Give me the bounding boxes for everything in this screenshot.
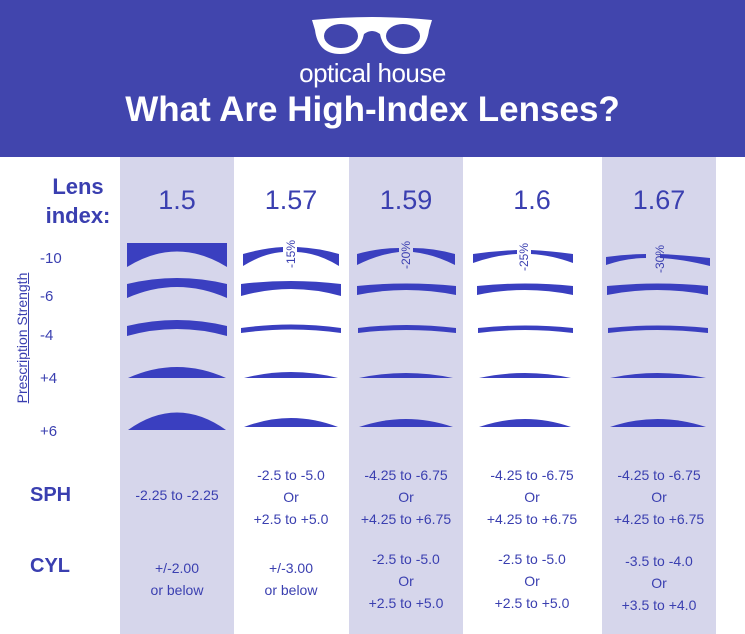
sph-value: -4.25 to -6.75 [364, 467, 448, 483]
cyl-or: Or [651, 575, 667, 591]
lens-plus-icon [359, 419, 453, 427]
lens-minus-icon [357, 248, 455, 265]
lens-minus-icon [127, 320, 227, 336]
lens-minus-icon [241, 281, 341, 296]
lens-minus-icon [478, 325, 573, 333]
lens-minus-icon [477, 283, 573, 295]
cyl-cell: +/-3.00 or below [234, 557, 348, 601]
sph-cell: -4.25 to -6.75 Or +4.25 to +6.75 [349, 464, 463, 530]
lens-minus-icon [358, 325, 456, 333]
cyl-value: +/-2.00 [155, 560, 199, 576]
reduction-label: -20% [399, 241, 413, 270]
cyl-cell: -2.5 to -5.0 Or +2.5 to +5.0 [475, 548, 589, 614]
brand-name: optical house [299, 58, 446, 88]
index-value: 1.57 [264, 185, 318, 215]
sph-or: Or [283, 489, 299, 505]
rx-label: +6 [40, 423, 58, 440]
reduction-label: -15% [284, 240, 298, 269]
lens-minus-icon [127, 243, 227, 267]
sph-or: Or [524, 489, 540, 505]
cyl-value: or below [150, 582, 204, 598]
rx-label: -10 [40, 250, 62, 267]
index-value: 1.67 [632, 185, 686, 215]
cyl-or: Or [524, 573, 540, 589]
sph-cell: -2.5 to -5.0 Or +2.5 to +5.0 [234, 464, 348, 530]
reduction-label: -25% [517, 243, 531, 272]
lens-plus-icon [359, 373, 453, 378]
cyl-value: +/-3.00 [269, 560, 313, 576]
sph-cell: -4.25 to -6.75 Or +4.25 to +6.75 [602, 464, 716, 530]
lens-index-label-line2: index: [45, 203, 111, 228]
lens-plus-icon [610, 373, 706, 378]
lens-plus-icon [128, 412, 226, 430]
lens-plus-icon [128, 367, 226, 378]
column-shade-1 [120, 157, 234, 634]
prescription-axis-label: Prescription Strength [14, 272, 30, 404]
lens-index-label-line1: Lens [52, 174, 104, 199]
lens-minus-icon [357, 283, 456, 295]
lens-plus-icon [610, 419, 706, 427]
cyl-label: CYL [30, 555, 70, 577]
sph-value: -2.25 to -2.25 [135, 487, 219, 503]
lens-plus-icon [479, 373, 571, 378]
sph-label: SPH [30, 484, 72, 506]
sph-value: +4.25 to +6.75 [613, 511, 705, 527]
sph-or: Or [398, 489, 414, 505]
cyl-value: -2.5 to -5.0 [498, 551, 566, 567]
index-value: 1.59 [379, 185, 433, 215]
rx-label: +4 [40, 370, 58, 387]
lens-minus-icon [241, 324, 341, 333]
sph-value: -4.25 to -6.75 [490, 467, 574, 483]
index-value: 1.6 [513, 185, 551, 215]
sph-value: -4.25 to -6.75 [617, 467, 701, 483]
header-banner: optical house What Are High-Index Lenses… [0, 0, 745, 157]
lens-index-label: Lens index: [28, 172, 128, 230]
sph-value: +4.25 to +6.75 [360, 511, 452, 527]
sph-or: Or [651, 489, 667, 505]
cyl-or: Or [398, 573, 414, 589]
cyl-value: +3.5 to +4.0 [621, 597, 697, 613]
column-shade-3 [349, 157, 463, 634]
lens-minus-icon [607, 283, 708, 295]
column-shade-5 [602, 157, 716, 634]
cyl-cell: -3.5 to -4.0 Or +3.5 to +4.0 [602, 550, 716, 616]
cyl-cell: -2.5 to -5.0 Or +2.5 to +5.0 [349, 548, 463, 614]
lens-minus-icon [608, 325, 708, 333]
sph-cell: -2.25 to -2.25 [120, 484, 234, 506]
lens-minus-icon [606, 254, 710, 266]
lens-minus-icon [127, 278, 227, 298]
page-title: What Are High-Index Lenses? [125, 90, 620, 129]
lens-minus-icon [243, 247, 339, 266]
sph-cell: -4.25 to -6.75 Or +4.25 to +6.75 [475, 464, 589, 530]
index-value: 1.5 [158, 185, 196, 215]
lens-plus-icon [479, 419, 571, 427]
cyl-cell: +/-2.00 or below [120, 557, 234, 601]
sph-value: -2.5 to -5.0 [257, 467, 325, 483]
rx-label: -4 [40, 327, 54, 344]
cyl-value: -2.5 to -5.0 [372, 551, 440, 567]
rx-label: -6 [40, 288, 54, 305]
cyl-value: or below [264, 582, 318, 598]
glasses-icon [312, 17, 432, 54]
cyl-value: -3.5 to -4.0 [625, 553, 693, 569]
sph-value: +2.5 to +5.0 [253, 511, 329, 527]
cyl-value: +2.5 to +5.0 [494, 595, 570, 611]
reduction-label: -30% [653, 245, 667, 274]
cyl-value: +2.5 to +5.0 [368, 595, 444, 611]
lens-plus-icon [244, 372, 338, 378]
sph-value: +4.25 to +6.75 [486, 511, 578, 527]
lens-minus-icon [473, 250, 573, 263]
lens-plus-icon [244, 418, 338, 427]
